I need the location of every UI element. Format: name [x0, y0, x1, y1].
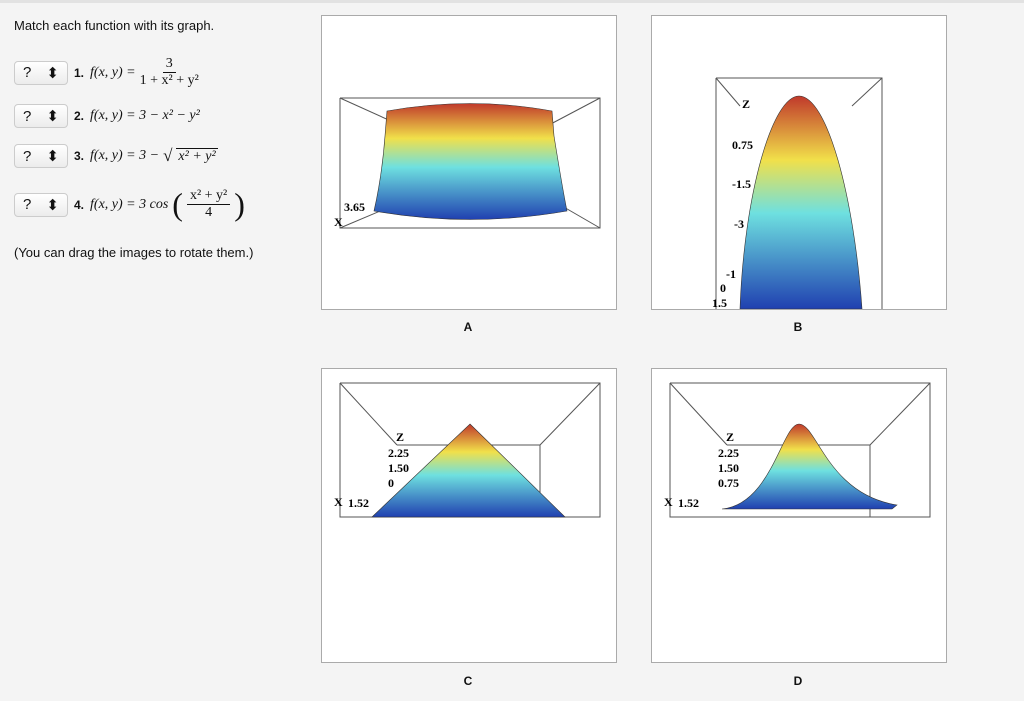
graph[interactable]: Z 0.75 -1.5 -3 -1 0 1.5: [651, 15, 947, 310]
answer-select[interactable]: ? ⬍: [14, 104, 68, 128]
axis-text: Z: [396, 430, 404, 444]
denominator: 1 + x² + y²: [139, 73, 199, 88]
answer-select[interactable]: ? ⬍: [14, 144, 68, 168]
answer: ?: [23, 64, 32, 81]
graph-label: C: [463, 674, 473, 688]
graph-label: A: [463, 320, 473, 334]
axis-text: 0.75: [732, 138, 753, 152]
numerator: x² + y²: [186, 188, 231, 205]
axis-text: -1: [726, 267, 736, 281]
graph-label: B: [793, 320, 803, 334]
axis-text: X: [334, 495, 343, 509]
note: (You can drag the images to rotate them.…: [14, 245, 254, 260]
axis-text: 2.25: [388, 446, 409, 460]
answer: ?: [23, 107, 32, 125]
formula-lhs: f(x, y) = 3 −: [90, 148, 160, 163]
axis-text: 0.75: [718, 476, 739, 490]
top-bar: [0, 0, 1024, 3]
formula: f(x, y) = 3 − √ x² + y²: [90, 146, 218, 165]
axis-text: 0: [720, 281, 726, 295]
graph-label: D: [793, 674, 803, 688]
answer-select[interactable]: ? ⬍: [14, 60, 68, 85]
axis-text: -1.5: [732, 177, 751, 191]
axis-text: X: [334, 215, 343, 229]
item: ? ⬍ 4. f(x, y) = 3 cos( x² + y² 4): [14, 186, 245, 223]
graph[interactable]: Z 2.25 1.50 0.75 X 1.52: [651, 368, 947, 663]
item-number: 2.: [74, 109, 85, 123]
answer: ?: [23, 147, 32, 165]
item-number: 1.: [74, 65, 85, 80]
axis-text: 1.5: [712, 296, 727, 309]
formula-lhs: f(x, y) = 3 cos: [90, 196, 169, 212]
radicand: x² + y²: [176, 147, 218, 164]
graph[interactable]: Z 2.25 1.50 0 X 1.52: [321, 368, 617, 663]
axis-text: 2.25: [718, 446, 739, 460]
denominator: 4: [205, 205, 213, 220]
formula-lhs: f(x, y) =: [90, 64, 136, 80]
axis-text: 1.50: [388, 461, 409, 475]
axis-text: Z: [742, 97, 750, 111]
graph[interactable]: 3.65 X: [321, 15, 617, 310]
axis-text: -3: [734, 217, 744, 231]
axis-text: 1.50: [718, 461, 739, 475]
item-number: 4.: [74, 197, 85, 212]
item-number: 3.: [74, 149, 85, 163]
answer: ?: [23, 196, 32, 213]
item: ? ⬍ 2. f(x, y) = 3 − x² − y²: [14, 104, 200, 128]
axis-text: 1.52: [348, 496, 369, 510]
item: ? ⬍ 3. f(x, y) = 3 − √ x² + y²: [14, 144, 218, 168]
instruction: Match each function with its graph.: [14, 18, 215, 33]
formula: f(x, y) = 3 − x² − y²: [90, 108, 200, 123]
formula: f(x, y) = 3 cos( x² + y² 4): [90, 186, 245, 222]
axis-text: 0: [388, 476, 394, 490]
answer-select[interactable]: ? ⬍: [14, 192, 68, 217]
axis-text: 3.65: [344, 200, 365, 214]
numerator: 3: [162, 56, 176, 73]
axis-text: X: [664, 495, 673, 509]
axis-text: Z: [726, 430, 734, 444]
axis-text: 1.52: [678, 496, 699, 510]
